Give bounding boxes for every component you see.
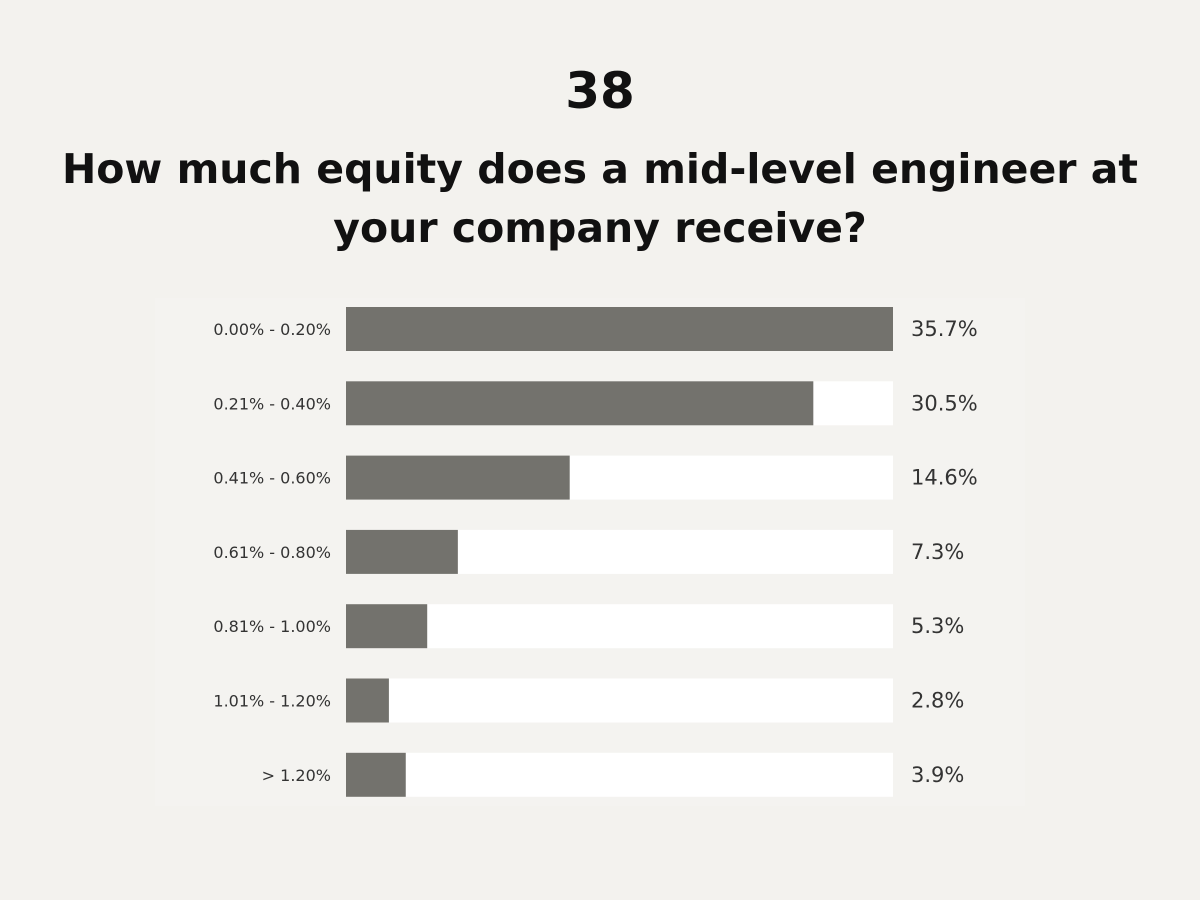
bar bbox=[346, 604, 428, 649]
bar-track bbox=[346, 604, 893, 649]
value-label: 3.9% bbox=[911, 763, 964, 787]
chart-title: How much equity does a mid-level enginee… bbox=[61, 145, 1139, 252]
bar bbox=[346, 678, 389, 723]
category-label: > 1.20% bbox=[262, 766, 331, 785]
value-label: 14.6% bbox=[911, 466, 978, 490]
bar-row: 0.21% - 0.40% 30.5% bbox=[213, 381, 978, 426]
bar bbox=[346, 752, 406, 797]
question-number: 38 bbox=[565, 62, 635, 120]
bar-row: 0.41% - 0.60% 14.6% bbox=[213, 455, 978, 500]
category-label: 0.61% - 0.80% bbox=[213, 543, 331, 562]
bar-row: 0.81% - 1.00% 5.3% bbox=[213, 604, 964, 649]
category-label: 0.21% - 0.40% bbox=[213, 394, 331, 413]
category-label: 0.41% - 0.60% bbox=[213, 469, 331, 488]
value-label: 2.8% bbox=[911, 689, 964, 713]
bar-track bbox=[346, 678, 893, 723]
value-label: 35.7% bbox=[911, 317, 978, 341]
bar-chart: 0.00% - 0.20% 35.7% 0.21% - 0.40% 30.5% 0.41… bbox=[213, 307, 978, 797]
chart-panel: 0.00% - 0.20% 35.7% 0.21% - 0.40% 30.5% 0.41… bbox=[155, 298, 1025, 806]
bar bbox=[346, 307, 893, 351]
bar bbox=[346, 529, 458, 574]
category-label: 0.81% - 1.00% bbox=[213, 617, 331, 636]
bar-row: 0.00% - 0.20% 35.7% bbox=[213, 307, 978, 351]
value-label: 30.5% bbox=[911, 391, 978, 415]
bar-row: > 1.20% 3.9% bbox=[262, 752, 964, 797]
bar bbox=[346, 455, 570, 500]
value-label: 5.3% bbox=[911, 614, 964, 638]
bar-track bbox=[346, 752, 893, 797]
bar bbox=[346, 381, 814, 426]
category-label: 0.00% - 0.20% bbox=[213, 320, 331, 339]
bar-row: 1.01% - 1.20% 2.8% bbox=[213, 678, 964, 723]
value-label: 7.3% bbox=[911, 540, 964, 564]
bar-row: 0.61% - 0.80% 7.3% bbox=[213, 529, 964, 574]
category-label: 1.01% - 1.20% bbox=[213, 692, 331, 711]
